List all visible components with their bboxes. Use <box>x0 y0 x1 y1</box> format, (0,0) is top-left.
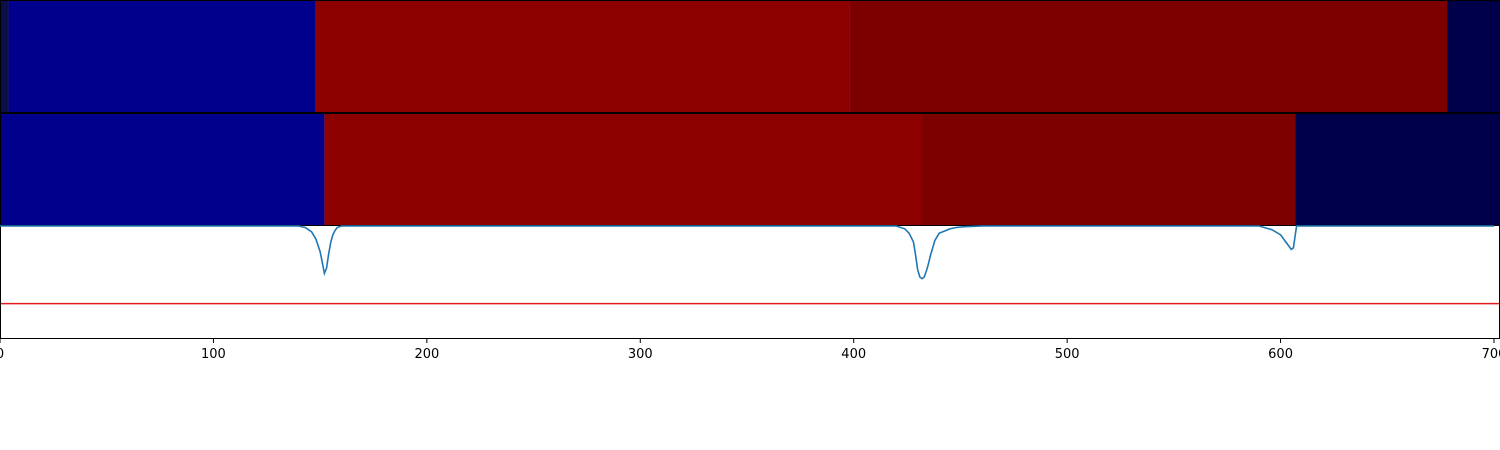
segment <box>0 0 9 112</box>
signal-line <box>0 225 1494 280</box>
x-tick-label: 200 <box>414 347 439 362</box>
segment-track-2 <box>0 113 1500 226</box>
segment-tracks <box>0 0 1500 226</box>
x-axis: 0 100 200 300 400 500 600 700 <box>0 338 1500 362</box>
x-tick-label: 500 <box>1055 347 1080 362</box>
segment-track-1 <box>0 0 1500 113</box>
segment <box>8 0 316 112</box>
segment <box>315 0 850 112</box>
x-tick-label: 400 <box>841 347 866 362</box>
segment <box>922 113 1296 225</box>
x-tick-label: 100 <box>201 347 226 362</box>
x-tick-label: 600 <box>1268 347 1293 362</box>
signal-axes-frame <box>0 225 1500 339</box>
x-tick-label: 700 <box>1482 347 1500 362</box>
x-tick-label: 300 <box>628 347 653 362</box>
segment <box>1447 0 1500 112</box>
segment <box>0 113 325 225</box>
segment <box>849 0 1448 112</box>
x-tick-label: 0 <box>0 347 4 362</box>
segment <box>324 113 923 225</box>
signal-panel <box>0 225 1500 339</box>
segment <box>1295 113 1500 225</box>
